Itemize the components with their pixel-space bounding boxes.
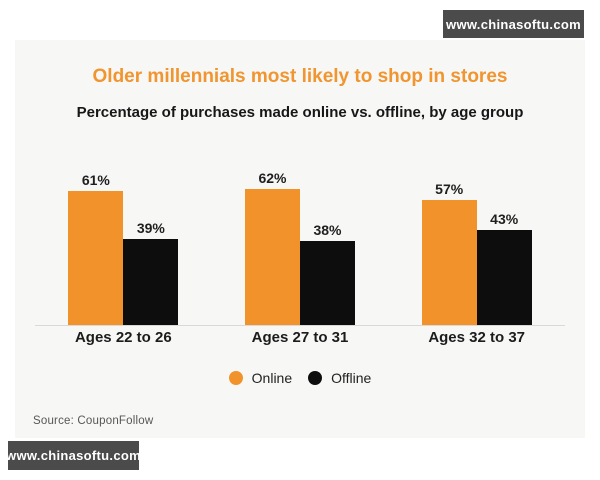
bar-wrap-online-ages-32-to-37: 57%	[421, 181, 477, 325]
watermark-bottom: www.chinasoftu.com	[6, 441, 141, 470]
chart-title: Older millennials most likely to shop in…	[92, 66, 508, 87]
legend-item-offline: Offline	[308, 370, 371, 386]
bar-value-label: 43%	[490, 211, 519, 227]
bar-group-ages-27-to-31: 62% 38%	[212, 169, 389, 325]
bar-wrap-offline-ages-22-to-26: 39%	[123, 220, 179, 325]
bar-online	[68, 191, 124, 325]
legend-online-dot-icon	[228, 371, 243, 385]
plot-area: 61% 39% 62% 38% 57% 43%	[35, 169, 565, 326]
watermark-top: www.chinasoftu.com	[443, 10, 584, 38]
legend: Online Offline	[15, 370, 585, 386]
source-line: Source: CouponFollow	[33, 415, 154, 427]
bar-offline	[123, 239, 179, 325]
bar-online	[421, 200, 477, 325]
axis-labels: Ages 22 to 26 Ages 27 to 31 Ages 32 to 37	[35, 329, 565, 346]
axis-label-ages-27-to-31: Ages 27 to 31	[251, 329, 349, 346]
legend-offline-dot-icon	[308, 371, 323, 385]
bar-group-ages-22-to-26: 61% 39%	[35, 169, 212, 325]
bar-group-ages-32-to-37: 57% 43%	[388, 169, 565, 325]
chart-subtitle: Percentage of purchases made online vs. …	[76, 104, 524, 121]
bar-offline	[300, 241, 355, 325]
bar-value-label: 39%	[136, 220, 165, 236]
bar-online	[245, 189, 300, 325]
bar-value-label: 62%	[258, 170, 287, 186]
bar-value-label: 38%	[313, 222, 342, 238]
bar-wrap-offline-ages-32-to-37: 43%	[476, 211, 532, 325]
bar-value-label: 57%	[435, 181, 464, 197]
legend-label-offline: Offline	[331, 370, 372, 386]
bar-wrap-online-ages-22-to-26: 61%	[68, 172, 124, 325]
legend-item-online: Online	[228, 370, 293, 386]
axis-label-ages-22-to-26: Ages 22 to 26	[74, 329, 172, 346]
axis-label-ages-32-to-37: Ages 32 to 37	[428, 329, 526, 346]
bar-wrap-online-ages-27-to-31: 62%	[245, 170, 300, 325]
chart-card: Older millennials most likely to shop in…	[15, 40, 585, 438]
bar-offline	[476, 230, 532, 325]
bar-wrap-offline-ages-27-to-31: 38%	[300, 222, 355, 325]
legend-label-online: Online	[251, 370, 293, 386]
bar-value-label: 61%	[81, 172, 110, 188]
